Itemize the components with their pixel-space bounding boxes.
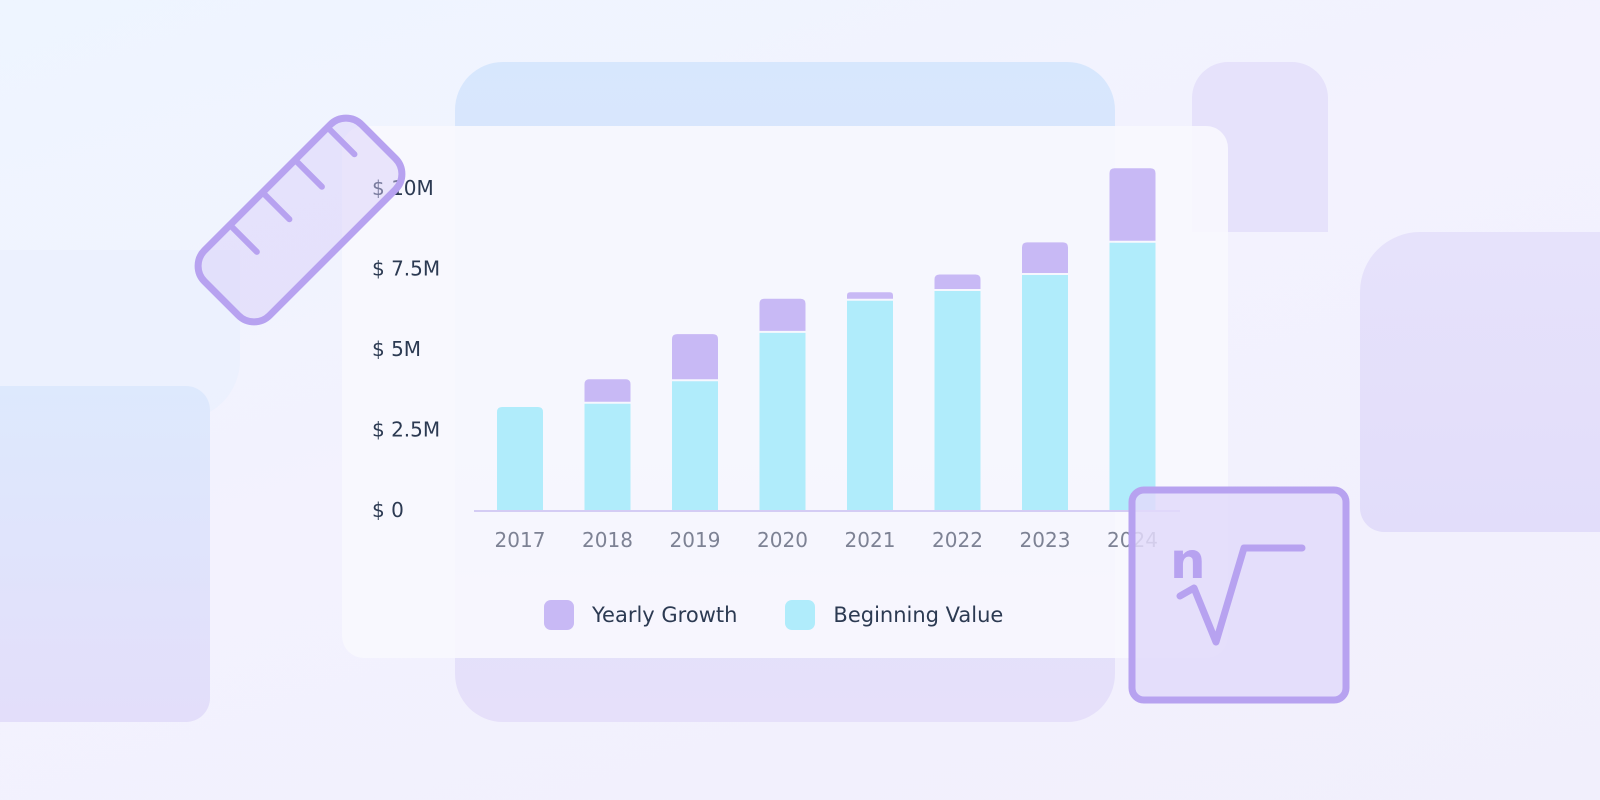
x-tick-label: 2019 bbox=[670, 528, 721, 552]
legend-swatch-yearly-growth bbox=[544, 600, 574, 630]
bars bbox=[497, 168, 1156, 511]
bar-beginning-value-2017 bbox=[497, 406, 543, 510]
x-tick-label: 2023 bbox=[1020, 528, 1071, 552]
nth-root-icon: n bbox=[1128, 486, 1350, 704]
background-shape-right bbox=[1360, 232, 1600, 532]
legend-label-beginning-value: Beginning Value bbox=[833, 603, 1004, 627]
x-axis: 20172018201920202021202220232024 bbox=[495, 528, 1158, 552]
x-tick-label: 2020 bbox=[757, 528, 808, 552]
bar-yearly-growth-2024 bbox=[1109, 168, 1156, 241]
bar-beginning-value-2019 bbox=[672, 381, 718, 510]
legend-swatch-beginning-value bbox=[785, 600, 816, 630]
legend-item-yearly-growth: Yearly Growth bbox=[544, 600, 737, 630]
bar-yearly-growth-2022 bbox=[934, 274, 981, 290]
bar-yearly-growth-2021 bbox=[847, 292, 893, 299]
x-tick-label: 2018 bbox=[582, 528, 633, 552]
bar-yearly-growth-2018 bbox=[584, 379, 631, 402]
bar-beginning-value-2024 bbox=[1109, 242, 1156, 511]
bar-yearly-growth-2019 bbox=[672, 334, 718, 380]
bar-beginning-value-2020 bbox=[759, 332, 806, 510]
bar-beginning-value-2023 bbox=[1022, 274, 1068, 510]
y-axis: $ 0$ 2.5M$ 5M$ 7.5M$ 10M bbox=[372, 176, 440, 522]
bar-beginning-value-2021 bbox=[847, 300, 893, 510]
root-index-label: n bbox=[1170, 532, 1206, 590]
bar-yearly-growth-2023 bbox=[1022, 242, 1068, 273]
x-tick-label: 2022 bbox=[932, 528, 983, 552]
ruler-icon bbox=[194, 114, 406, 326]
chart-legend: Yearly Growth Beginning Value bbox=[544, 598, 1051, 632]
bar-beginning-value-2018 bbox=[584, 403, 631, 510]
background-shape-left bbox=[0, 386, 210, 722]
x-tick-label: 2017 bbox=[495, 528, 546, 552]
x-tick-label: 2021 bbox=[845, 528, 896, 552]
y-tick-label: $ 5M bbox=[372, 337, 421, 361]
bar-beginning-value-2022 bbox=[934, 291, 981, 510]
legend-label-yearly-growth: Yearly Growth bbox=[592, 603, 738, 627]
bar-yearly-growth-2020 bbox=[759, 298, 806, 331]
y-tick-label: $ 2.5M bbox=[372, 418, 440, 442]
y-tick-label: $ 7.5M bbox=[372, 257, 440, 281]
y-tick-label: $ 0 bbox=[372, 498, 404, 522]
legend-item-beginning-value: Beginning Value bbox=[785, 600, 1003, 630]
